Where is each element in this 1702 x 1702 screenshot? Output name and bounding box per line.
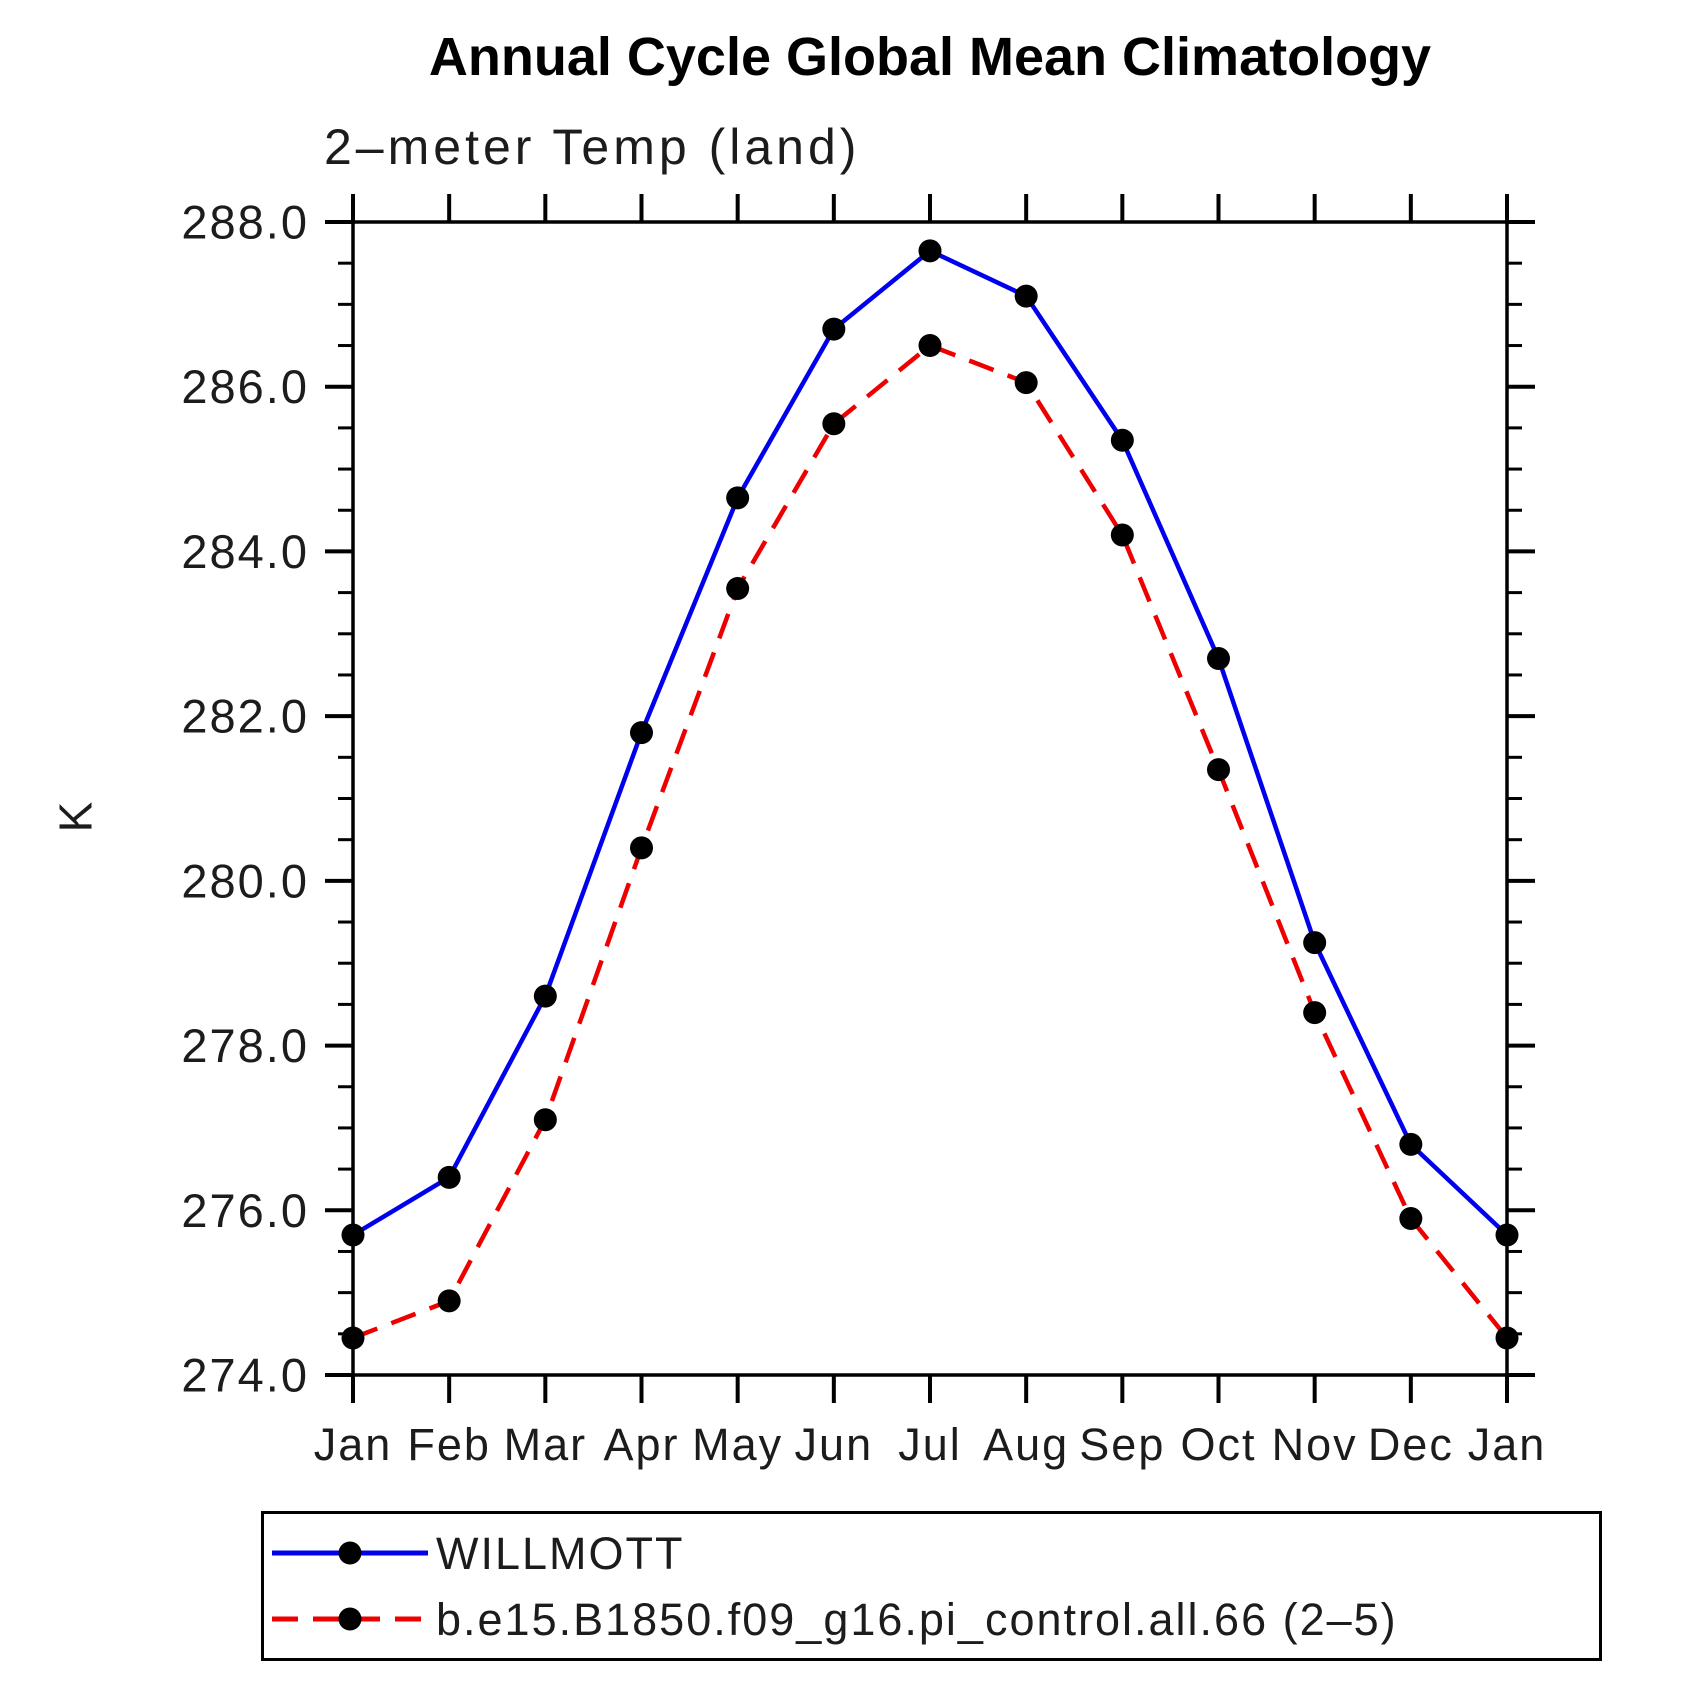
- data-point-marker: [1014, 284, 1038, 308]
- x-tick-label: Oct: [1180, 1419, 1256, 1470]
- x-tick-label: Jul: [898, 1419, 962, 1470]
- data-point-marker: [1110, 523, 1134, 547]
- data-point-marker: [1495, 1326, 1519, 1350]
- legend-item-willmott: WILLMOTT: [264, 1527, 1599, 1579]
- y-tick-label: 280.0: [181, 854, 309, 907]
- data-point-marker: [630, 836, 653, 860]
- data-point-marker: [1207, 758, 1230, 782]
- data-point-marker: [437, 1289, 461, 1313]
- x-tick-label: Dec: [1368, 1419, 1454, 1470]
- data-point-marker: [1207, 646, 1230, 670]
- x-tick-label: Feb: [407, 1419, 491, 1470]
- data-point-marker: [1303, 1001, 1327, 1025]
- data-point-marker: [1399, 1132, 1423, 1156]
- legend-item-model: b.e15.B1850.f09_g16.pi_control.all.66 (2…: [264, 1593, 1599, 1645]
- x-tick-label: Jan: [1468, 1419, 1547, 1470]
- data-point-marker: [630, 721, 653, 745]
- chart-title: Annual Cycle Global Mean Climatology: [428, 27, 1432, 87]
- y-tick-label: 278.0: [181, 1019, 309, 1072]
- legend-sample-dashed-line-icon: [272, 1607, 428, 1631]
- legend-box: WILLMOTT b.e15.B1850.f09_g16.pi_control.…: [261, 1511, 1602, 1661]
- y-tick-label: 282.0: [181, 690, 309, 743]
- legend-sample-solid-line-icon: [272, 1541, 428, 1565]
- x-tick-label: Jun: [795, 1419, 874, 1470]
- x-tick-label: Nov: [1272, 1419, 1358, 1470]
- data-point-marker: [1399, 1207, 1423, 1231]
- legend-label-willmott: WILLMOTT: [436, 1527, 685, 1579]
- data-point-marker: [822, 317, 846, 341]
- data-point-marker: [918, 239, 942, 263]
- y-tick-label: 276.0: [181, 1184, 309, 1237]
- plot-frame: [351, 220, 1509, 1377]
- data-point-marker: [341, 1326, 365, 1350]
- data-point-marker: [918, 334, 942, 358]
- data-point-marker: [1303, 931, 1327, 955]
- x-tick-label: Sep: [1079, 1419, 1165, 1470]
- data-point-marker: [1014, 371, 1038, 395]
- y-tick-label: 286.0: [181, 360, 309, 413]
- data-point-marker: [1495, 1223, 1519, 1247]
- data-point-marker: [822, 412, 846, 436]
- x-tick-label: Aug: [983, 1419, 1069, 1470]
- x-tick-label: Apr: [603, 1419, 679, 1470]
- series-line-willmott: [351, 248, 1509, 1237]
- x-tick-label: Jan: [314, 1419, 393, 1470]
- y-tick-label: 288.0: [181, 196, 309, 249]
- y-tick-label: 274.0: [181, 1349, 309, 1402]
- data-point-marker: [726, 486, 750, 510]
- y-tick-label: 284.0: [181, 525, 309, 578]
- series-line-model: [352, 343, 1509, 1341]
- data-point-marker: [1110, 428, 1134, 452]
- data-point-marker: [341, 1223, 365, 1247]
- data-point-marker: [726, 576, 750, 600]
- legend-label-model: b.e15.B1850.f09_g16.pi_control.all.66 (2…: [436, 1593, 1398, 1645]
- x-tick-label: Mar: [504, 1419, 588, 1470]
- data-point-marker: [533, 984, 557, 1008]
- data-point-marker: [437, 1165, 461, 1189]
- data-point-marker: [533, 1108, 557, 1132]
- x-tick-label: May: [692, 1419, 783, 1470]
- chart-subtitle: 2–meter Temp (land): [324, 119, 861, 175]
